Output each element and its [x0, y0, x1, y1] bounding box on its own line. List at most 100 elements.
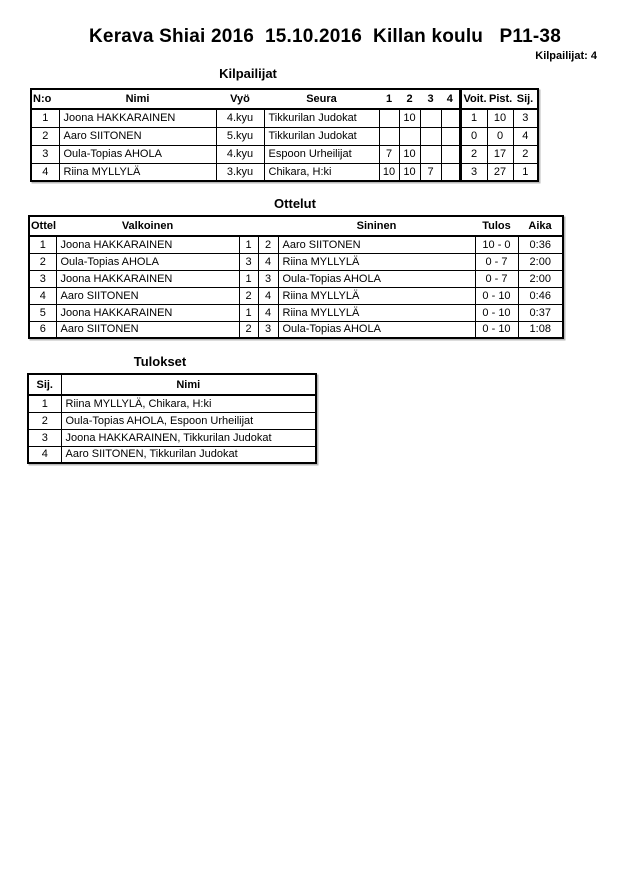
white-number-cell: 3 — [238, 252, 259, 271]
blue-player-cell: Oula-Topias AHOLA — [277, 269, 476, 288]
blue-number-cell: 4 — [257, 286, 279, 305]
match-time-cell: 2:00 — [517, 269, 564, 288]
score-cell-3 — [419, 144, 442, 164]
blue-number-cell: 3 — [257, 269, 279, 288]
match-result-cell: 0 - 7 — [474, 252, 519, 271]
score-cell-2 — [398, 126, 421, 146]
blue-number-cell: 2 — [257, 235, 279, 254]
page-title: Kerava Shiai 2016 15.10.2016 Killan koul… — [89, 26, 561, 47]
competitor-name-cell: Riina MYLLYLÄ — [58, 162, 217, 182]
score-cell-4 — [440, 108, 461, 128]
place-cell: 3 — [512, 108, 539, 128]
score-cell-3 — [419, 126, 442, 146]
column-header: Sij. — [513, 88, 538, 110]
competitor-number-cell: 2 — [30, 126, 60, 146]
competitors-section-heading: Kilpailijat — [219, 66, 277, 81]
column-header: Pist. — [487, 88, 513, 110]
final-name-cell: Riina MYLLYLÄ, Chikara, H:ki — [60, 394, 317, 413]
competitors-count-label: Kilpailijat: 4 — [535, 50, 597, 62]
match-number-cell: 4 — [28, 286, 57, 305]
competitor-club-cell: Tikkurilan Judokat — [263, 108, 380, 128]
competitor-club-cell: Espoon Urheilijat — [263, 144, 380, 164]
result-row: 1 Riina MYLLYLÄ, Chikara, H:ki — [27, 394, 317, 413]
results-section-heading: Tulokset — [133, 354, 187, 369]
column-header: Sininen — [278, 215, 475, 237]
column-header: 1 — [379, 88, 399, 110]
wins-cell: 2 — [458, 144, 488, 164]
white-player-cell: Aaro SIITONEN — [55, 320, 240, 339]
column-header: Aika — [518, 215, 563, 237]
wins-cell: 0 — [458, 126, 488, 146]
competitor-name-cell: Joona HAKKARAINEN — [58, 108, 217, 128]
competitor-row: 1 Joona HAKKARAINEN 4.kyu Tikkurilan Judoka… — [30, 108, 539, 128]
competitors-header-row: N:o Nimi Vyö Seura 1 2 3 4 Voit. Pist. Sij. — [31, 88, 538, 110]
score-cell-1: 7 — [378, 144, 400, 164]
competitor-number-cell: 3 — [30, 144, 60, 164]
results-table: Sij. Nimi 1 Riina MYLLYLÄ, Chikara, H:ki 2 O… — [27, 373, 317, 464]
white-player-cell: Joona HAKKARAINEN — [55, 303, 240, 322]
column-header: Voit. — [458, 88, 487, 110]
match-row: 5 Joona HAKKARAINEN 1 4 Riina MYLLYLÄ 0 - 10 0… — [28, 303, 564, 322]
blue-number-cell: 4 — [257, 303, 279, 322]
points-cell: 27 — [486, 162, 514, 182]
column-header: Sij. — [27, 373, 62, 396]
competitor-name-cell: Aaro SIITONEN — [58, 126, 217, 146]
points-cell: 10 — [486, 108, 514, 128]
final-name-cell: Oula-Topias AHOLA, Espoon Urheilijat — [60, 411, 317, 430]
score-cell-3 — [419, 108, 442, 128]
column-header: N:o — [31, 88, 59, 110]
white-number-cell: 1 — [238, 269, 259, 288]
column-header: Nimi — [59, 88, 216, 110]
final-place-cell: 1 — [27, 394, 62, 413]
score-cell-1: 10 — [378, 162, 400, 182]
competitor-club-cell: Tikkurilan Judokat — [263, 126, 380, 146]
white-player-cell: Joona HAKKARAINEN — [55, 235, 240, 254]
competitor-belt-cell: 4.kyu — [215, 144, 265, 164]
white-player-cell: Oula-Topias AHOLA — [55, 252, 240, 271]
column-header: Vyö — [216, 88, 264, 110]
score-cell-3: 7 — [419, 162, 442, 182]
column-header — [239, 215, 258, 237]
result-row: 3 Joona HAKKARAINEN, Tikkurilan Judokat — [27, 428, 317, 447]
place-cell: 1 — [512, 162, 539, 182]
result-row: 4 Aaro SIITONEN, Tikkurilan Judokat — [27, 445, 317, 464]
column-header: Seura — [264, 88, 379, 110]
match-number-cell: 5 — [28, 303, 57, 322]
matches-section-heading: Ottelut — [274, 196, 316, 211]
match-result-cell: 0 - 10 — [474, 320, 519, 339]
match-result-cell: 0 - 10 — [474, 303, 519, 322]
result-row: 2 Oula-Topias AHOLA, Espoon Urheilijat — [27, 411, 317, 430]
score-cell-4 — [440, 162, 461, 182]
match-number-cell: 6 — [28, 320, 57, 339]
competitor-number-cell: 1 — [30, 108, 60, 128]
match-time-cell: 1:08 — [517, 320, 564, 339]
competitors-table: N:o Nimi Vyö Seura 1 2 3 4 Voit. Pist. Sij. 1 Joona… — [30, 88, 539, 182]
competitor-name-cell: Oula-Topias AHOLA — [58, 144, 217, 164]
match-row: 3 Joona HAKKARAINEN 1 3 Oula-Topias AHOLA 0 -… — [28, 269, 564, 288]
match-result-cell: 0 - 7 — [474, 269, 519, 288]
place-cell: 4 — [512, 126, 539, 146]
match-time-cell: 0:46 — [517, 286, 564, 305]
competitor-club-cell: Chikara, H:ki — [263, 162, 380, 182]
score-cell-1 — [378, 126, 400, 146]
final-place-cell: 3 — [27, 428, 62, 447]
wins-cell: 1 — [458, 108, 488, 128]
white-number-cell: 2 — [238, 286, 259, 305]
competitor-belt-cell: 4.kyu — [215, 108, 265, 128]
match-number-cell: 1 — [28, 235, 57, 254]
wins-cell: 3 — [458, 162, 488, 182]
blue-player-cell: Oula-Topias AHOLA — [277, 320, 476, 339]
final-place-cell: 2 — [27, 411, 62, 430]
blue-player-cell: Riina MYLLYLÄ — [277, 286, 476, 305]
blue-player-cell: Aaro SIITONEN — [277, 235, 476, 254]
place-cell: 2 — [512, 144, 539, 164]
points-cell: 0 — [486, 126, 514, 146]
match-time-cell: 2:00 — [517, 252, 564, 271]
match-result-cell: 10 - 0 — [474, 235, 519, 254]
match-time-cell: 0:37 — [517, 303, 564, 322]
column-header: Nimi — [60, 373, 317, 396]
column-header — [258, 215, 278, 237]
column-header: 3 — [420, 88, 441, 110]
